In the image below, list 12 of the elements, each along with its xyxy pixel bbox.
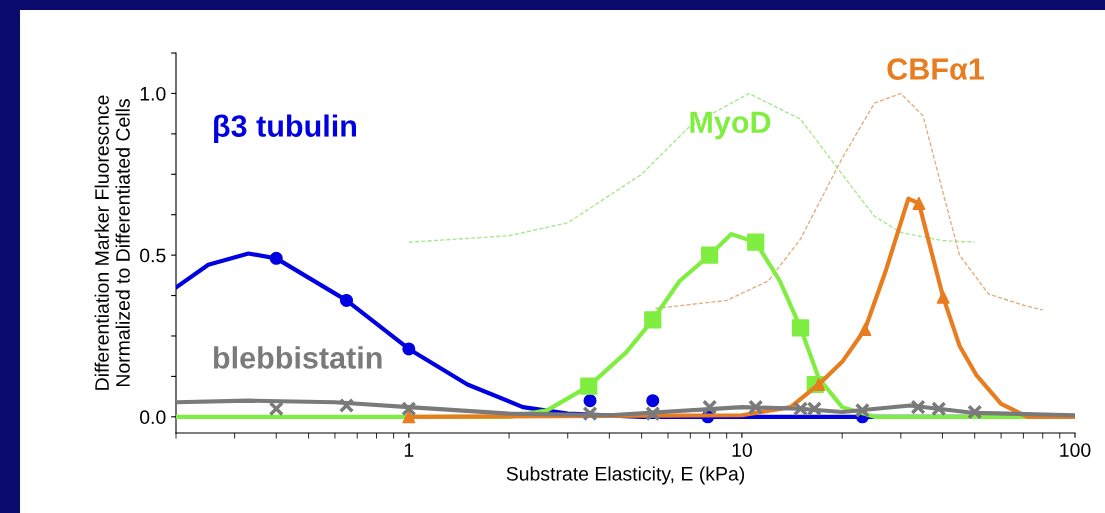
y-tick-label: 0.0 <box>140 410 166 425</box>
text: β3 tubulin <box>214 114 357 143</box>
series-label: blebbistatin <box>213 346 382 369</box>
y-tick-label: 1.0 <box>140 86 166 101</box>
x-tick-label: 1 <box>404 443 414 457</box>
text: CBFα1 <box>887 58 984 80</box>
text: MyoD <box>690 111 771 140</box>
y-axis-title: Differentiation Marker Fluorescnce Normalized to Differentiated Cells <box>94 95 130 390</box>
x-tick-label: 10 <box>732 443 752 457</box>
x-tick-label: 100 <box>1060 443 1091 457</box>
y-tick-label: 0.5 <box>140 248 166 263</box>
x-axis-title: Substrate Elasticity, E (kPa) <box>506 466 745 485</box>
